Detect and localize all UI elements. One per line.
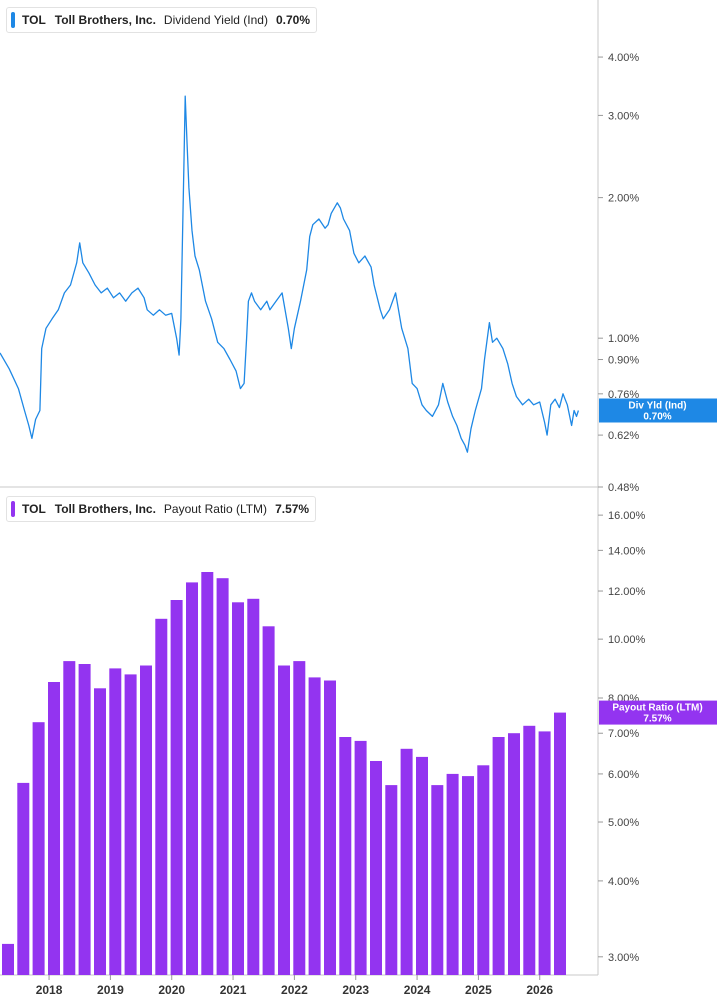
payout-ratio-bar bbox=[293, 661, 306, 975]
y-axis-top-tick-label: 0.48% bbox=[608, 482, 639, 494]
x-axis-tick-label: 2026 bbox=[526, 983, 553, 997]
y-axis-bottom-tick-label: 14.00% bbox=[608, 545, 646, 557]
legend-company: Toll Brothers, Inc. bbox=[54, 502, 156, 516]
payout-ratio-bar bbox=[400, 748, 413, 975]
payout-ratio-bar bbox=[339, 737, 352, 975]
series-color-swatch bbox=[11, 501, 15, 517]
legend-dividend-yield[interactable]: TOL Toll Brothers, Inc. Dividend Yield (… bbox=[6, 7, 317, 33]
payout-ratio-bar bbox=[554, 712, 566, 975]
payout-ratio-bar bbox=[385, 785, 398, 975]
dividend-yield-badge bbox=[599, 398, 717, 423]
payout-ratio-bar bbox=[216, 578, 229, 975]
y-axis-bottom-tick-label: 5.00% bbox=[608, 817, 639, 829]
dividend-yield-badge-label: Div Yld (Ind) bbox=[628, 400, 686, 411]
x-axis-tick-label: 2023 bbox=[342, 983, 369, 997]
legend-metric: Dividend Yield (Ind) bbox=[163, 13, 268, 27]
payout-ratio-badge bbox=[599, 700, 717, 725]
payout-ratio-bar bbox=[232, 602, 244, 975]
payout-ratio-bar bbox=[477, 765, 490, 975]
y-axis-bottom-tick-label: 16.00% bbox=[608, 510, 646, 522]
y-axis-top-tick-label: 0.62% bbox=[608, 430, 639, 442]
x-axis-tick-label: 2019 bbox=[97, 983, 124, 997]
y-axis-bottom-tick-label: 3.00% bbox=[608, 952, 639, 964]
y-axis-bottom-tick-label: 7.00% bbox=[608, 728, 639, 740]
y-axis-bottom-tick-label: 6.00% bbox=[608, 769, 639, 781]
payout-ratio-bar bbox=[63, 661, 76, 975]
payout-ratio-bar bbox=[124, 674, 137, 975]
payout-ratio-bar bbox=[508, 733, 520, 975]
y-axis-top-tick-label: 4.00% bbox=[608, 52, 639, 64]
legend-value: 0.70% bbox=[275, 13, 310, 27]
x-axis-tick-label: 2020 bbox=[158, 983, 185, 997]
payout-ratio-bar bbox=[247, 598, 260, 975]
payout-ratio-bar bbox=[48, 682, 60, 975]
payout-ratio-bar bbox=[109, 668, 122, 975]
payout-ratio-bar bbox=[354, 740, 367, 975]
legend-company: Toll Brothers, Inc. bbox=[54, 13, 156, 27]
legend-metric: Payout Ratio (LTM) bbox=[163, 502, 268, 516]
y-axis-top-tick-label: 0.76% bbox=[608, 389, 639, 401]
legend-value: 7.57% bbox=[275, 502, 310, 516]
x-axis-tick-label: 2025 bbox=[465, 983, 492, 997]
payout-ratio-bar bbox=[462, 776, 474, 975]
payout-ratio-bar bbox=[186, 582, 198, 975]
x-axis-tick-label: 2022 bbox=[281, 983, 308, 997]
payout-ratio-bar bbox=[78, 664, 91, 975]
payout-ratio-bar bbox=[308, 677, 321, 975]
dividend-yield-badge-value: 0.70% bbox=[643, 411, 671, 422]
legend-ticker: TOL bbox=[22, 502, 46, 516]
y-axis-top-tick-label: 3.00% bbox=[608, 110, 639, 122]
legend-ticker: TOL bbox=[22, 13, 46, 27]
payout-ratio-bar bbox=[201, 572, 214, 975]
payout-ratio-bar bbox=[170, 600, 183, 975]
payout-ratio-bar bbox=[538, 731, 551, 975]
x-axis-tick-label: 2021 bbox=[220, 983, 247, 997]
y-axis-top-tick-label: 2.00% bbox=[608, 193, 639, 205]
payout-ratio-bar bbox=[2, 943, 14, 975]
series-color-swatch bbox=[11, 12, 15, 28]
payout-ratio-bar bbox=[492, 737, 505, 975]
payout-ratio-bar bbox=[446, 773, 459, 975]
payout-ratio-badge-value: 7.57% bbox=[643, 714, 671, 725]
payout-ratio-bar bbox=[155, 618, 168, 975]
y-axis-bottom-tick-label: 12.00% bbox=[608, 586, 646, 598]
payout-ratio-bar bbox=[324, 680, 336, 975]
x-axis-tick-label: 2018 bbox=[36, 983, 63, 997]
payout-ratio-bar bbox=[94, 688, 106, 975]
payout-ratio-badge-label: Payout Ratio (LTM) bbox=[612, 703, 702, 714]
y-axis-top-tick-label: 0.90% bbox=[608, 355, 639, 367]
dividend-yield-line bbox=[0, 95, 580, 453]
x-axis-tick-label: 2024 bbox=[404, 983, 431, 997]
payout-ratio-bar bbox=[370, 761, 382, 975]
legend-payout-ratio[interactable]: TOL Toll Brothers, Inc. Payout Ratio (LT… bbox=[6, 496, 317, 522]
payout-ratio-bar bbox=[416, 756, 428, 975]
payout-ratio-bar bbox=[431, 785, 444, 975]
payout-ratio-bar bbox=[32, 722, 45, 975]
payout-ratio-bar bbox=[523, 725, 536, 975]
y-axis-bottom-tick-label: 10.00% bbox=[608, 634, 646, 646]
payout-ratio-bar bbox=[140, 665, 152, 975]
y-axis-bottom-tick-label: 4.00% bbox=[608, 876, 639, 888]
payout-ratio-bar bbox=[17, 782, 30, 975]
payout-ratio-bar bbox=[278, 665, 290, 975]
payout-ratio-bar bbox=[262, 626, 275, 975]
y-axis-top-tick-label: 1.00% bbox=[608, 333, 639, 345]
